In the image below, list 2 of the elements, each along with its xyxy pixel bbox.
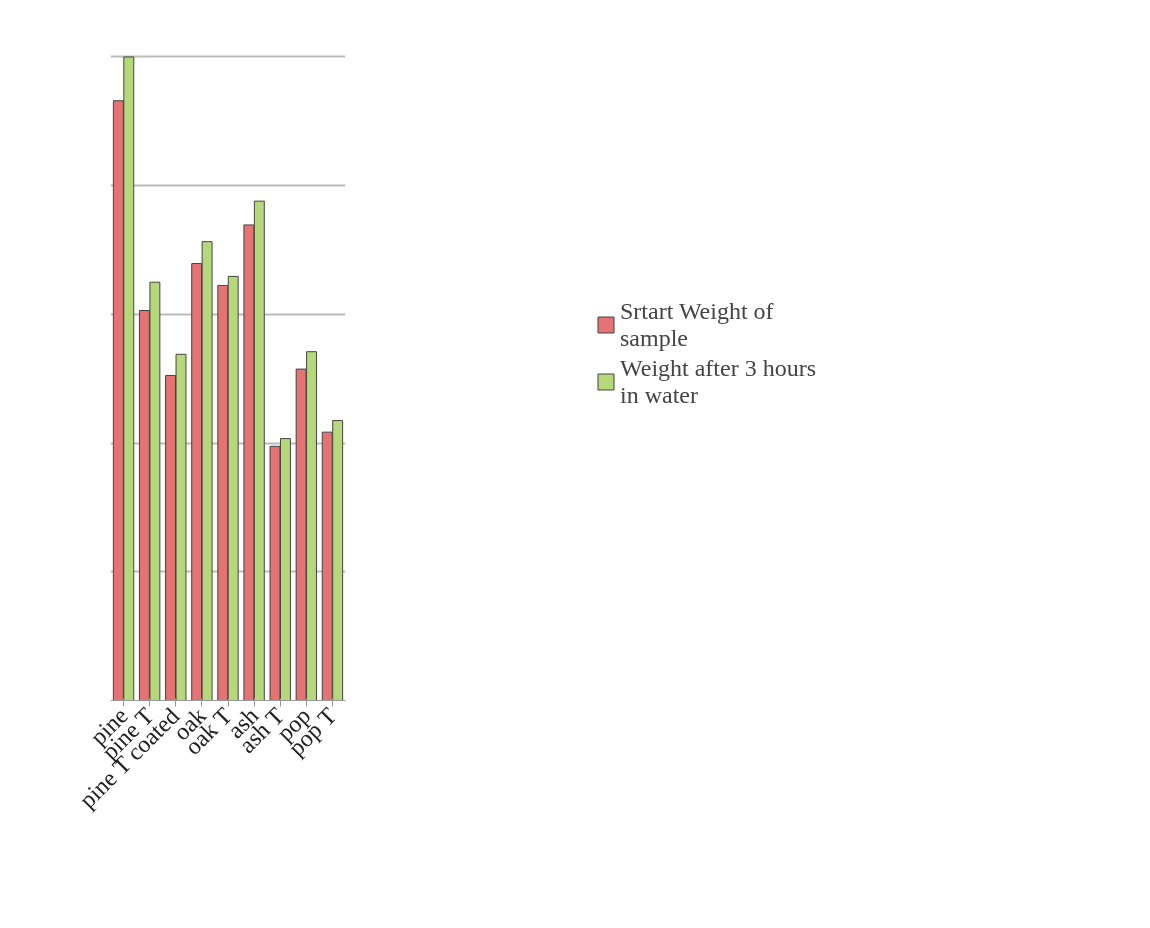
legend-label: Srtart Weight of sample [620,297,775,351]
legend-label: Weight after 3 hours in water [620,354,817,408]
